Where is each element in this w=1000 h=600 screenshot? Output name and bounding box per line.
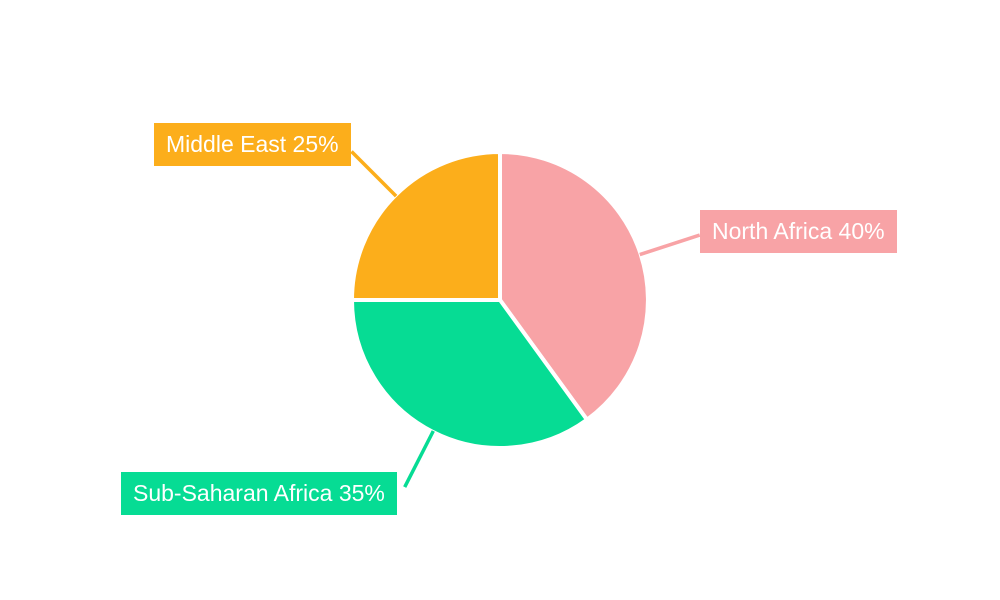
leader-line-sub-saharan-africa — [403, 430, 435, 488]
slice-label-middle-east: Middle East 25% — [154, 123, 351, 166]
slice-label-sub-saharan-africa: Sub-Saharan Africa 35% — [121, 472, 397, 515]
leader-line-middle-east — [350, 150, 398, 198]
leader-line-north-africa — [639, 233, 701, 257]
slice-label-north-africa: North Africa 40% — [700, 210, 897, 253]
